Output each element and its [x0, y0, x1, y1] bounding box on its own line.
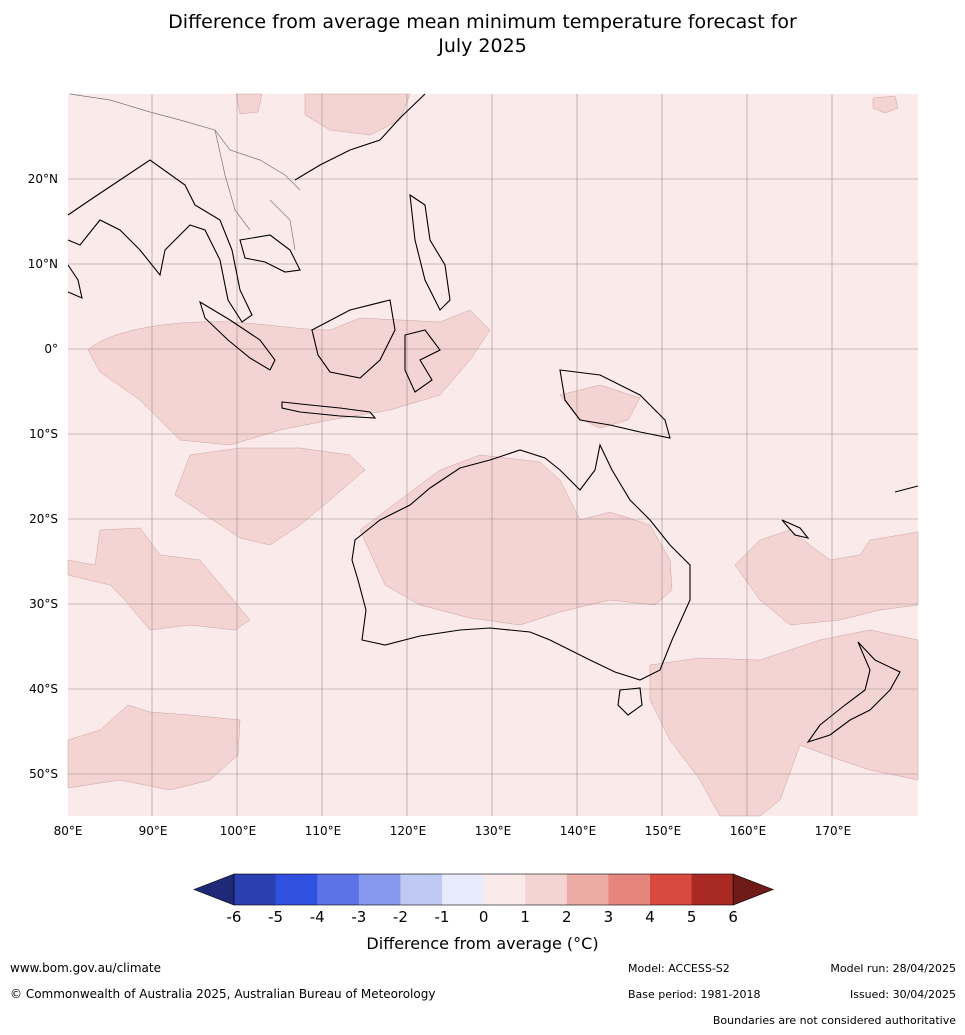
title-line-1: Difference from average mean minimum tem…: [168, 11, 797, 33]
lon-label: 150°E: [645, 824, 682, 838]
lon-label: 120°E: [390, 824, 427, 838]
lat-label: 10°S: [29, 427, 58, 441]
model-run-text: Model run: 28/04/2025: [830, 962, 956, 975]
lat-label: 0°: [44, 342, 58, 356]
colorbar-tick-label: -5: [268, 908, 283, 926]
colorbar-segment: [234, 874, 277, 905]
india-coast: [67, 264, 83, 299]
coastlines: [67, 93, 919, 744]
colorbar-segment: [608, 874, 651, 905]
lat-label: 50°S: [29, 767, 58, 781]
lon-label: 90°E: [139, 824, 168, 838]
colorbar-tick-label: -3: [351, 908, 366, 926]
lon-label: 160°E: [730, 824, 767, 838]
lon-label: 130°E: [475, 824, 512, 838]
colorbar-tick-label: 2: [562, 908, 572, 926]
philippines-coast: [409, 193, 451, 311]
colorbar-title: Difference from average (°C): [366, 934, 599, 953]
lon-label: 170°E: [815, 824, 852, 838]
java-coast: [281, 401, 377, 419]
australia-coast: [351, 443, 691, 681]
colorbar-tick-label: 0: [479, 908, 489, 926]
sulawesi-coast: [404, 329, 441, 393]
mainland-asia-coast: [67, 159, 253, 323]
colorbar-segment: [317, 874, 360, 905]
indochina-coast: [239, 234, 301, 273]
lat-label: 20°S: [29, 512, 58, 526]
sumatra-coast: [199, 300, 276, 371]
anomaly-region: [67, 527, 251, 631]
anomaly-region: [304, 93, 411, 136]
country-borders: [69, 93, 301, 251]
issued-text: Issued: 30/04/2025: [849, 988, 956, 1001]
colorbar-tick-label: -4: [310, 908, 325, 926]
colorbar-arrow-high: [732, 873, 775, 906]
lon-label: 100°E: [220, 824, 257, 838]
colorbar-arrow-low: [193, 873, 235, 906]
lat-label: 20°N: [28, 172, 58, 186]
graticule: [68, 94, 918, 816]
chart-title: Difference from average mean minimum tem…: [0, 10, 965, 58]
website-text: www.bom.gov.au/climate: [10, 961, 161, 975]
colorbar-segment: [358, 874, 401, 905]
colorbar-tick-label: 5: [687, 908, 697, 926]
china-coast: [294, 93, 426, 181]
colorbar-segment: [483, 874, 526, 905]
vanuatu-coast: [781, 519, 810, 539]
tasmania-coast: [617, 687, 643, 716]
borneo-coast: [311, 299, 396, 379]
new-guinea-coast: [559, 369, 671, 439]
colorbar-segment: [525, 874, 568, 905]
colorbar-tick-label: -6: [227, 908, 242, 926]
anomaly-region: [67, 704, 241, 791]
colorbar-segment: [275, 874, 318, 905]
colorbar-tick-label: 3: [604, 908, 614, 926]
longitude-labels: 80°E 90°E 100°E 110°E 120°E 130°E 140°E …: [54, 824, 852, 838]
colorbar-tick-label: -2: [393, 908, 408, 926]
anomaly-region: [359, 454, 673, 626]
colorbar-segment: [400, 874, 443, 905]
colorbar-tick-label: 4: [645, 908, 655, 926]
lon-label: 80°E: [54, 824, 83, 838]
disclaimer-text: Boundaries are not considered authoritat…: [712, 1014, 956, 1027]
anomaly-1-2-regions: [67, 93, 919, 817]
colorbar-segment: [691, 874, 734, 905]
colorbar-segment: [650, 874, 693, 905]
lat-label: 10°N: [28, 257, 58, 271]
anomaly-region: [872, 95, 899, 114]
lat-label: 40°S: [29, 682, 58, 696]
title-line-2: July 2025: [438, 35, 527, 57]
colorbar-tick-label: -1: [435, 908, 450, 926]
fiji-coast: [894, 485, 919, 493]
model-text: Model: ACCESS-S2: [628, 962, 730, 975]
anomaly-region: [235, 93, 263, 115]
anomaly-region: [87, 309, 491, 446]
colorbar-tick-label: 1: [520, 908, 530, 926]
latitude-labels: 20°N 10°N 0° 10°S 20°S 30°S 40°S 50°S: [28, 172, 58, 781]
colorbar-tick-label: 6: [728, 908, 738, 926]
colorbar-border: [233, 873, 734, 906]
lon-label: 140°E: [560, 824, 597, 838]
new-zealand-coast: [806, 641, 901, 744]
colorbar-segment: [566, 874, 609, 905]
anomaly-region: [649, 629, 919, 817]
lat-label: 30°S: [29, 597, 58, 611]
colorbar-segment: [442, 874, 485, 905]
anomaly-region: [174, 447, 366, 546]
copyright-text: © Commonwealth of Australia 2025, Austra…: [10, 987, 436, 1001]
lon-label: 110°E: [305, 824, 342, 838]
colorbar: -6 -5 -4 -3 -2 -1 0 1 2 3 4 5 6: [193, 873, 775, 926]
base-period-text: Base period: 1981-2018: [628, 988, 761, 1001]
